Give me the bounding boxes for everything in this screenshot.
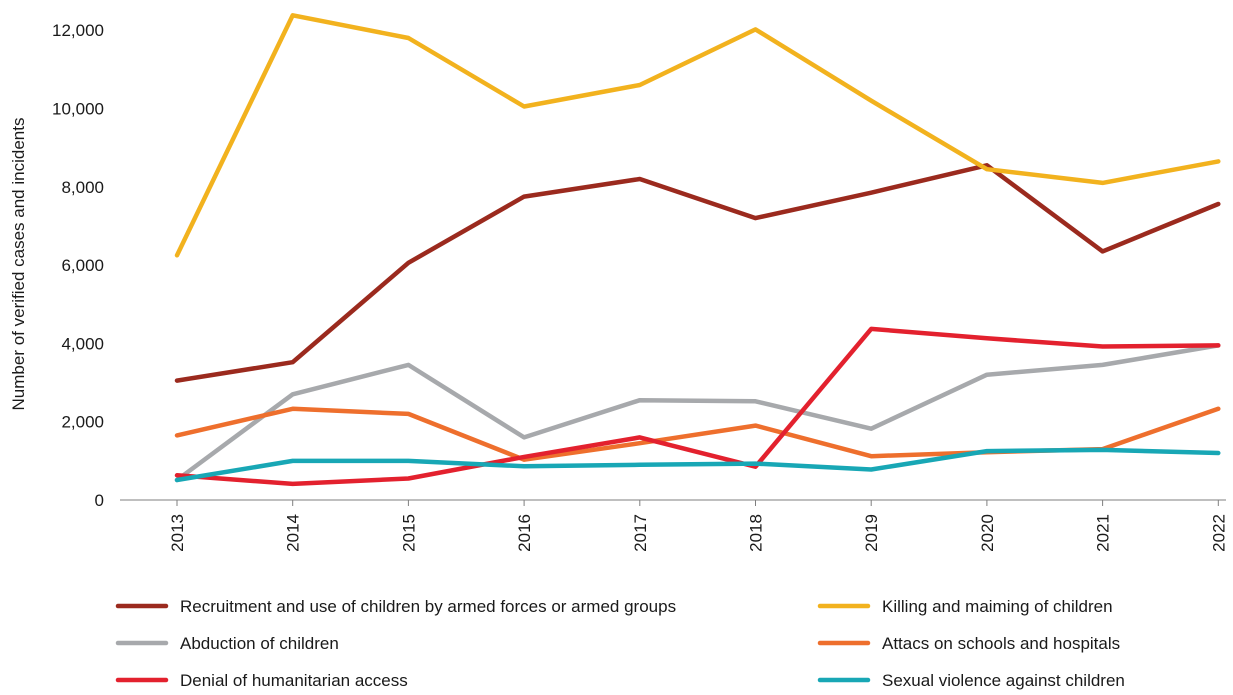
series-lines: [174, 13, 1221, 487]
legend-label-2: Killing and maiming of children: [882, 597, 1113, 616]
legend-label-5: Denial of humanitarian access: [180, 671, 408, 690]
x-tick-label: 2019: [862, 514, 881, 552]
series-line-5: [174, 326, 1221, 487]
x-tick-label: 2015: [399, 514, 418, 552]
x-tick-label: 2016: [515, 514, 534, 552]
series-line-3: [174, 343, 1221, 483]
y-axis-title-group: Number of verified cases and incidents: [9, 118, 28, 411]
legend-label-4: Attacs on schools and hospitals: [882, 634, 1120, 653]
x-tick-label: 2018: [747, 514, 766, 552]
x-tick-label: 2017: [631, 514, 650, 552]
series-line-2: [174, 13, 1221, 258]
y-tick-label: 2,000: [61, 413, 104, 432]
x-tick-label: 2013: [168, 514, 187, 552]
legend-label-6: Sexual violence against children: [882, 671, 1125, 690]
x-tick-label: 2014: [284, 514, 303, 552]
y-tick-label: 6,000: [61, 256, 104, 275]
legend: Recruitment and use of children by armed…: [115, 597, 1125, 690]
x-tick-label: 2022: [1209, 514, 1228, 552]
series-line-6: [174, 447, 1221, 483]
legend-label-3: Abduction of children: [180, 634, 339, 653]
y-tick-label: 0: [95, 491, 104, 510]
y-tick-label: 4,000: [61, 334, 104, 353]
series-line-1: [174, 163, 1221, 383]
axes: 0 2,000 4,000 6,000 8,000 10,000 12,000 2013 201…: [52, 21, 1228, 552]
legend-label-1: Recruitment and use of children by armed…: [180, 597, 676, 616]
y-tick-label: 12,000: [52, 21, 104, 40]
x-tick-label: 2021: [1094, 514, 1113, 552]
y-tick-label: 10,000: [52, 100, 104, 119]
y-tick-label: 8,000: [61, 178, 104, 197]
x-tick-label: 2020: [978, 514, 997, 552]
y-axis-title: Number of verified cases and incidents: [9, 118, 28, 411]
